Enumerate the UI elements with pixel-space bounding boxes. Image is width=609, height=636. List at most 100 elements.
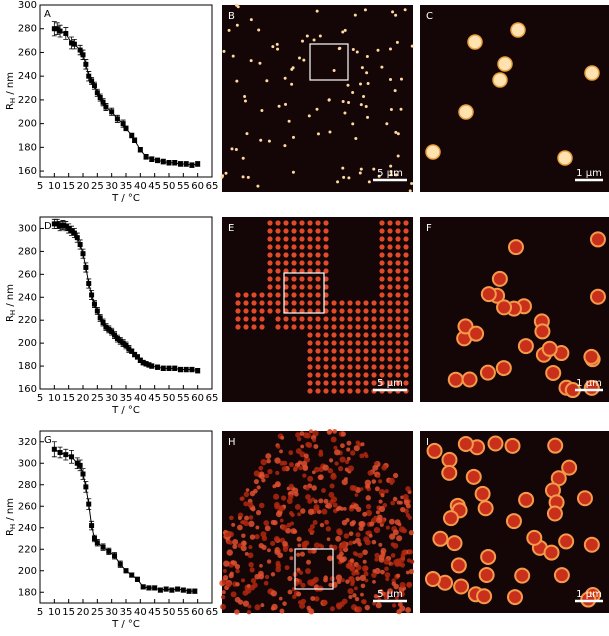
particle	[331, 364, 337, 370]
particle	[350, 579, 356, 585]
particle	[389, 77, 393, 81]
particle	[277, 104, 281, 108]
particle	[295, 432, 301, 438]
particle	[387, 276, 393, 282]
x-tick-label: 25	[91, 393, 104, 404]
particle	[364, 105, 368, 109]
particle	[325, 504, 329, 508]
particle	[259, 563, 263, 568]
particle	[360, 442, 365, 447]
y-tick-label: 220	[18, 95, 37, 106]
particle	[403, 300, 409, 306]
particle	[260, 109, 264, 113]
particle	[378, 479, 383, 484]
particle	[349, 485, 356, 491]
particle	[348, 594, 353, 600]
particle	[355, 332, 361, 338]
particle	[338, 556, 345, 562]
particle	[283, 76, 287, 80]
particle	[243, 292, 249, 298]
particle	[403, 8, 407, 12]
particle	[396, 561, 402, 567]
particle	[442, 510, 459, 527]
particle	[291, 268, 297, 274]
data-point	[69, 228, 75, 234]
particle	[311, 485, 317, 491]
particle	[349, 566, 355, 572]
particle	[267, 468, 273, 475]
data-point	[86, 73, 92, 79]
particle	[315, 276, 321, 282]
particle	[307, 252, 313, 258]
particle	[332, 69, 336, 73]
particle	[235, 23, 239, 27]
particle	[323, 276, 329, 282]
particle	[363, 332, 369, 338]
particle	[240, 520, 244, 525]
particle	[357, 552, 364, 559]
particle	[328, 582, 333, 587]
particle	[480, 286, 497, 303]
x-tick-label: 20	[77, 181, 90, 192]
particle	[403, 380, 409, 386]
particle	[403, 268, 409, 274]
data-point	[80, 471, 86, 477]
particle	[243, 308, 249, 314]
y-tick-label: 240	[18, 71, 37, 82]
particle	[312, 520, 318, 525]
particle	[298, 465, 303, 471]
data-point	[177, 161, 183, 167]
data-point	[51, 26, 57, 32]
particle	[275, 244, 281, 250]
particle	[276, 444, 281, 449]
particle	[576, 490, 593, 507]
particle	[347, 380, 353, 386]
particle	[315, 507, 320, 511]
data-point	[166, 365, 172, 371]
particle	[296, 536, 302, 542]
particle	[249, 585, 256, 591]
particle	[290, 521, 295, 526]
y-tick-label: 260	[18, 47, 37, 58]
particle	[307, 220, 313, 226]
particle	[395, 380, 401, 386]
particle	[275, 228, 281, 234]
particle	[235, 292, 241, 298]
particle	[288, 494, 294, 500]
x-axis-label: T / °C	[111, 405, 140, 416]
particle	[300, 582, 306, 588]
particle	[518, 491, 535, 508]
particle	[381, 591, 386, 596]
particle	[387, 228, 393, 234]
micrograph	[420, 431, 609, 613]
y-tick-label: 220	[18, 544, 37, 555]
particle	[545, 364, 562, 381]
particle	[356, 564, 362, 571]
particle	[363, 316, 369, 322]
particle	[380, 65, 384, 69]
particle	[307, 300, 313, 306]
particle	[248, 515, 254, 520]
x-tick-label: 60	[191, 607, 204, 618]
particle	[307, 498, 313, 504]
particle	[255, 525, 260, 530]
particle	[408, 530, 414, 536]
data-point	[140, 360, 146, 366]
particle	[261, 478, 266, 483]
particle	[362, 549, 368, 556]
particle	[330, 473, 337, 480]
particle	[235, 308, 241, 314]
particle	[379, 308, 385, 314]
particle	[387, 324, 393, 330]
y-tick-label: 300	[18, 458, 37, 469]
particle	[395, 332, 401, 338]
particle	[242, 590, 249, 596]
particle	[324, 520, 330, 525]
particle	[249, 59, 253, 63]
particle	[267, 260, 273, 266]
particle	[366, 115, 370, 119]
particle	[379, 348, 385, 354]
particle	[299, 284, 305, 290]
particle	[258, 61, 262, 65]
particle	[283, 324, 289, 330]
